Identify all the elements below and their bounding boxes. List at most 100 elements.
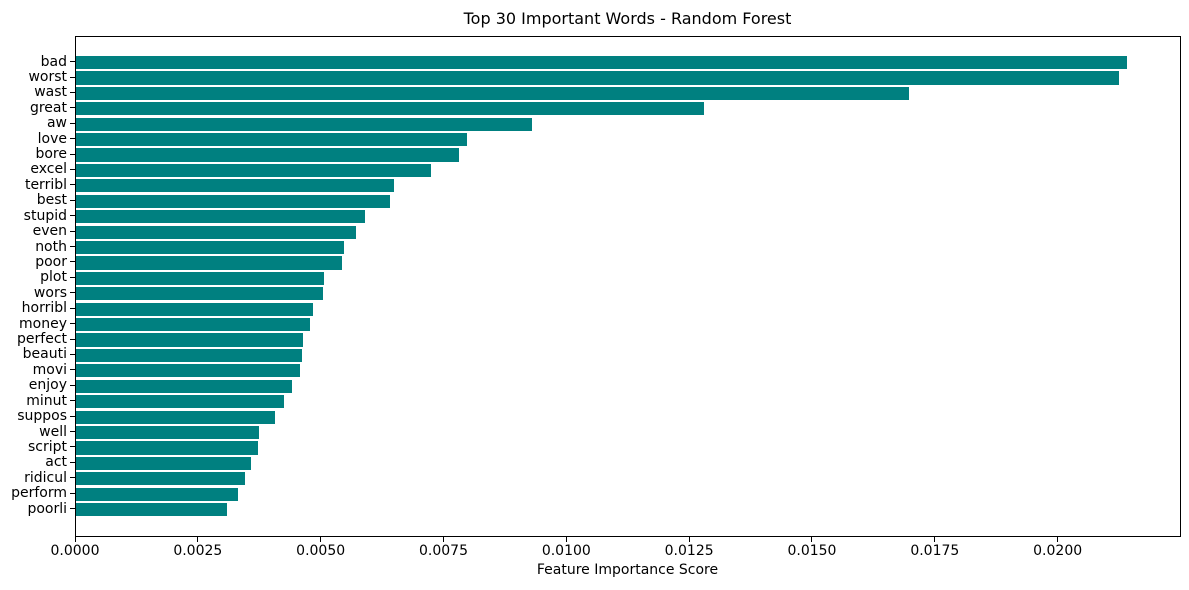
y-tick-label: stupid (23, 207, 67, 224)
bar-plot (76, 271, 325, 285)
y-tick-mark (70, 307, 75, 309)
bar-noth (76, 240, 345, 255)
y-tick-label: script (27, 438, 67, 455)
x-tick-mark (320, 537, 322, 542)
x-tick-mark (1057, 537, 1059, 542)
bar-great (76, 102, 704, 116)
chart-title: Top 30 Important Words - Random Forest (463, 9, 792, 28)
bar-best (76, 194, 390, 208)
y-tick-label: well (39, 423, 67, 440)
y-tick-label: act (45, 454, 67, 471)
bar-terribl (76, 179, 395, 193)
y-tick-label: wors (33, 284, 67, 301)
plot-area (75, 36, 1181, 537)
y-tick-mark (70, 338, 75, 340)
y-tick-label: worst (28, 69, 67, 85)
y-tick-mark (70, 323, 75, 325)
y-tick-label: even (32, 223, 67, 240)
bar-worst (76, 71, 1120, 85)
y-tick-mark (70, 61, 75, 63)
bar-suppos (76, 410, 275, 424)
y-tick-mark (70, 261, 75, 263)
y-tick-mark (70, 199, 75, 201)
y-tick-mark (70, 492, 75, 494)
y-tick-label: plot (40, 269, 67, 286)
y-tick-mark (70, 122, 75, 124)
y-tick-mark (70, 153, 75, 155)
x-tick-label: 0.0150 (787, 543, 837, 559)
bar-perfect (76, 333, 303, 347)
y-tick-label: love (37, 130, 67, 147)
x-tick-label: 0.0175 (910, 543, 960, 559)
bar-ridicul (76, 472, 245, 486)
x-tick-label: 0.0200 (1033, 543, 1083, 559)
y-tick-label: minut (26, 392, 67, 409)
bar-bad (76, 56, 1127, 70)
y-tick-label: movi (32, 361, 67, 378)
y-tick-mark (70, 76, 75, 78)
x-tick-label: 0.0025 (173, 543, 223, 559)
y-tick-label: money (19, 315, 67, 332)
bar-love (76, 133, 468, 147)
x-tick-mark (688, 537, 690, 542)
bar-wors (76, 287, 323, 301)
x-tick-label: 0.0100 (541, 543, 591, 559)
y-tick-mark (70, 230, 75, 232)
bar-poorli (76, 503, 227, 517)
x-tick-label: 0.0075 (418, 543, 468, 559)
y-tick-mark (70, 369, 75, 371)
bar-enjoy (76, 379, 292, 393)
y-tick-mark (70, 107, 75, 109)
y-tick-mark (70, 400, 75, 402)
y-tick-label: best (36, 192, 67, 209)
bar-movi (76, 364, 300, 378)
bar-beauti (76, 348, 302, 363)
bar-perform (76, 487, 238, 501)
bar-act (76, 456, 252, 470)
x-tick-mark (74, 537, 76, 542)
x-tick-mark (811, 537, 813, 542)
y-tick-label: excel (30, 161, 67, 178)
bar-script (76, 441, 258, 455)
bar-minut (76, 395, 285, 409)
y-tick-mark (70, 168, 75, 170)
bar-well (76, 425, 260, 440)
y-tick-mark (70, 246, 75, 248)
y-tick-mark (70, 384, 75, 386)
y-tick-mark (70, 138, 75, 140)
x-tick-mark (934, 537, 936, 542)
bar-bore (76, 148, 460, 162)
bar-wast (76, 86, 909, 100)
y-tick-label: suppos (17, 408, 67, 425)
bar-stupid (76, 210, 366, 224)
y-tick-label: poorli (27, 500, 67, 517)
y-tick-mark (70, 508, 75, 510)
y-tick-mark (70, 215, 75, 217)
x-tick-mark (442, 537, 444, 542)
x-axis-title: Feature Importance Score (536, 562, 719, 578)
y-tick-label: wast (34, 84, 67, 101)
x-tick-mark (197, 537, 199, 542)
y-tick-mark (70, 431, 75, 433)
x-tick-mark (565, 537, 567, 542)
y-tick-label: perfect (17, 331, 67, 348)
y-tick-label: ridicul (24, 469, 67, 486)
bar-poor (76, 256, 342, 270)
y-tick-label: beauti (22, 346, 67, 363)
y-tick-label: perform (11, 485, 67, 502)
bar-excel (76, 163, 431, 178)
y-tick-mark (70, 276, 75, 278)
bar-money (76, 318, 311, 332)
y-tick-label: great (29, 99, 67, 116)
y-tick-mark (70, 91, 75, 93)
y-tick-mark (70, 461, 75, 463)
bar-aw (76, 117, 532, 131)
y-tick-mark (70, 415, 75, 417)
bar-even (76, 225, 356, 239)
x-tick-label: 0.0000 (50, 543, 100, 559)
y-tick-label: noth (35, 238, 67, 255)
y-tick-label: enjoy (28, 377, 67, 394)
y-tick-mark (70, 477, 75, 479)
y-tick-mark (70, 353, 75, 355)
